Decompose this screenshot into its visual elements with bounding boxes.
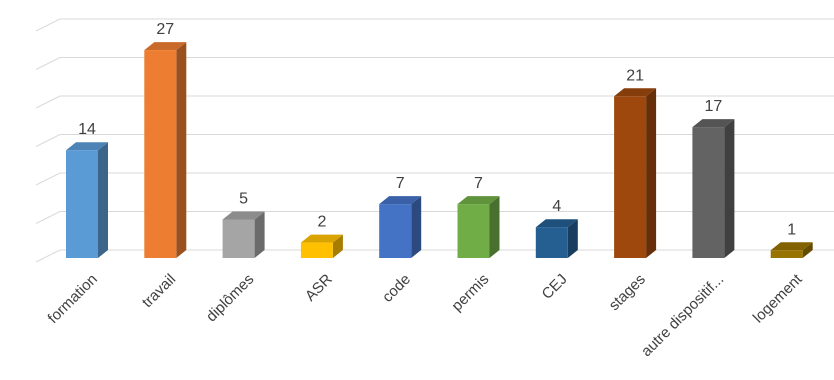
bar-front: [535, 227, 568, 258]
bar-top: [457, 196, 500, 205]
bar-side: [332, 234, 343, 258]
gridlines: [35, 18, 834, 263]
bar: [770, 242, 813, 258]
bar-front: [144, 50, 177, 258]
bar-side: [98, 142, 108, 258]
bar-top: [614, 88, 657, 97]
bar: [222, 211, 265, 258]
bar-front: [379, 204, 412, 258]
bar: [457, 196, 500, 258]
bar: [692, 119, 735, 258]
bar: [300, 234, 343, 258]
bar: [144, 42, 187, 258]
bar: [535, 219, 578, 258]
data-label: 17: [705, 98, 723, 115]
gridline-side: [35, 249, 61, 263]
bar-top: [144, 42, 187, 51]
data-label: 7: [474, 175, 483, 192]
gridline-side: [35, 95, 61, 109]
bar-side: [176, 42, 187, 258]
data-label: 14: [78, 121, 96, 138]
bar-top: [692, 119, 735, 128]
tick-label: permis: [448, 271, 492, 315]
bar: [379, 196, 422, 258]
bar-front: [66, 150, 98, 258]
bar-side: [411, 196, 422, 258]
bar-side: [802, 242, 813, 258]
data-label: 1: [787, 221, 796, 238]
tick-label: diplômes: [203, 271, 257, 325]
bar-side: [724, 119, 735, 258]
data-label: 27: [156, 21, 174, 38]
bars: [66, 42, 813, 258]
bar-top: [770, 242, 813, 251]
gridline-side: [35, 211, 61, 224]
bar-top: [66, 142, 108, 151]
bar-front: [614, 96, 647, 258]
bar-side: [254, 211, 265, 258]
tick-label: travail: [139, 271, 179, 311]
data-label: 2: [317, 214, 326, 231]
bar-side: [489, 196, 500, 258]
bar-front: [300, 242, 333, 258]
tick-label: formation: [45, 271, 101, 327]
bar-top: [379, 196, 422, 205]
tick-label: logement: [750, 270, 806, 326]
bar-front: [457, 204, 490, 258]
bar: [66, 142, 108, 258]
bar-front: [222, 219, 255, 258]
tick-label: autre dispositif...: [638, 271, 727, 360]
data-label: 7: [396, 175, 405, 192]
gridline-side: [35, 172, 61, 186]
gridline-side: [35, 134, 61, 147]
bar-side: [646, 88, 657, 258]
tick-label: CEJ: [539, 271, 571, 303]
bar: [614, 88, 657, 258]
category-tick-labels: formation travail diplômes ASR code permis CEJ…: [45, 270, 807, 360]
bar-top: [535, 219, 578, 228]
bar-front: [770, 250, 803, 258]
gridline-side: [35, 18, 61, 32]
tick-label: code: [379, 271, 414, 306]
tick-label: stages: [606, 271, 649, 314]
data-label: 4: [552, 198, 561, 215]
data-label: 5: [239, 191, 248, 208]
data-label: 21: [626, 67, 644, 84]
tick-label: ASR: [302, 271, 336, 305]
bar-side: [567, 219, 578, 258]
bar-top: [300, 234, 343, 243]
bar-top: [222, 211, 265, 220]
gridline-side: [35, 57, 61, 70]
bar-front: [692, 127, 725, 258]
